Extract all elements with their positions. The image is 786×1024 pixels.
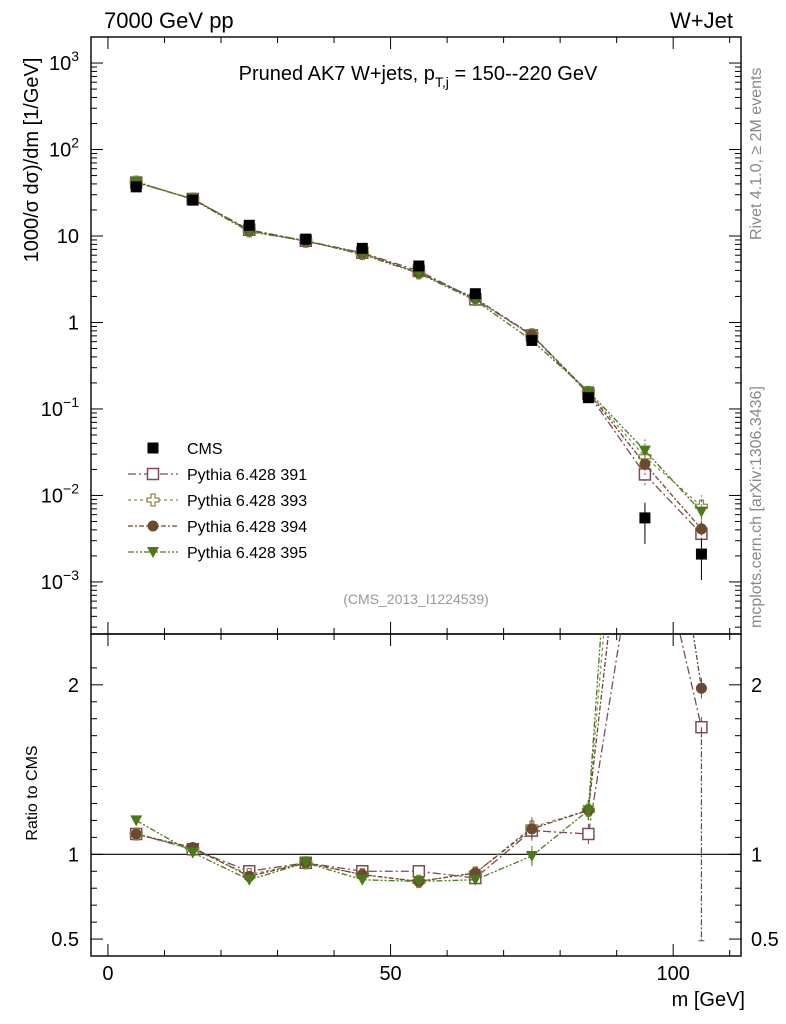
x-tick-label: 100: [656, 963, 689, 985]
data-point-cms: [130, 181, 142, 193]
ratio-line-p391: [136, 634, 703, 879]
ratio-point-p395: [582, 805, 595, 817]
data-point-cms: [243, 219, 255, 231]
ratio-tick-label: 1: [751, 844, 762, 866]
y-tick-label: 10: [57, 226, 79, 248]
ratio-point-p395: [299, 857, 312, 869]
ratio-point-p394: [526, 823, 538, 835]
legend-label-p393: Pythia 6.428 393: [187, 493, 307, 510]
ratio-tick-label: 0.5: [51, 929, 79, 951]
ratio-point-p395: [525, 851, 538, 863]
y-tick-label: 1: [68, 312, 79, 334]
x-axis-label: m [GeV]: [672, 989, 745, 1011]
data-point-cms: [413, 260, 425, 272]
main-panel-series: [129, 175, 709, 581]
legend-label-p394: Pythia 6.428 394: [187, 519, 307, 536]
data-point-cms: [187, 194, 199, 206]
ratio-point-p395: [469, 874, 482, 886]
legend-marker-p391: [146, 467, 160, 481]
ratio-panel-frame: [90, 633, 742, 957]
ratio-point-p393: [695, 408, 707, 420]
ratio-panel-series: [129, 2, 708, 942]
data-point-p395: [638, 445, 651, 457]
legend-marker-p393: [146, 493, 160, 507]
data-point-cms: [300, 233, 312, 245]
ratio-point-p395: [639, 2, 651, 13]
ratio-point-p393: [639, 153, 651, 165]
ratio-point-p395: [412, 876, 425, 888]
ratio-point-p394: [130, 828, 142, 840]
plot-title: Pruned AK7 W+jets, pT,j = 150--220 GeV: [239, 63, 598, 90]
data-point-cms: [695, 548, 707, 560]
analysis-id-label: (CMS_2013_I1224539): [343, 591, 489, 607]
data-point-p394: [695, 523, 707, 535]
header-beam-label: 7000 GeV pp: [104, 8, 234, 33]
legend-label-p395: Pythia 6.428 395: [187, 545, 307, 562]
ratio-point-p395: [186, 847, 199, 859]
y-axis-label-ratio: Ratio to CMS: [24, 745, 41, 840]
legend-label-p391: Pythia 6.428 391: [187, 467, 307, 484]
header-process-label: W+Jet: [670, 8, 733, 33]
ratio-tick-label: 0.5: [751, 929, 779, 951]
data-point-cms: [356, 242, 368, 254]
data-point-p395: [695, 506, 708, 518]
y-tick-label: 102: [49, 135, 79, 162]
ratio-point-p395: [130, 815, 143, 827]
data-point-cms: [526, 334, 538, 346]
y-tick-label: 10−2: [41, 480, 79, 507]
ratio-point-p391: [582, 827, 595, 841]
rivet-version-label: Rivet 4.1.0, ≥ 2M events: [748, 68, 765, 240]
ratio-point-p395: [356, 874, 369, 886]
data-point-p394: [639, 458, 651, 470]
x-tick-label: 50: [379, 963, 401, 985]
ratio-tick-label: 2: [751, 675, 762, 697]
data-point-cms: [582, 392, 594, 404]
ratio-point-p394: [639, 307, 650, 318]
series-line-p395: [136, 181, 702, 513]
ratio-tick-label: 1: [68, 844, 79, 866]
data-point-cms: [639, 512, 651, 524]
ratio-point-p394: [695, 682, 707, 694]
y-tick-label: 10−3: [41, 567, 79, 594]
legend: CMS Pythia 6.428 391 Pythia 6.428 393 Pythi…: [128, 441, 307, 562]
y-tick-label: 103: [49, 48, 79, 75]
y-tick-label: 10−1: [41, 394, 79, 421]
legend-marker-p394: [147, 520, 159, 532]
ratio-point-p395: [243, 874, 256, 886]
mcplots-label: mcplots.cern.ch [arXiv:1306.3436]: [748, 386, 765, 628]
data-point-cms: [469, 288, 481, 300]
data-point-p395: [582, 386, 595, 398]
ratio-tick-label: 2: [68, 675, 79, 697]
axis-ticks: 0 50 100 10−3 10−2 10−1 1 10 102 103 0.5 0.5 1 1 2 2: [41, 36, 779, 985]
legend-marker-p395: [147, 547, 159, 558]
x-tick-label: 0: [102, 963, 113, 985]
y-axis-label-main: 1000/σ dσ)/dm [1/GeV]: [21, 58, 43, 263]
legend-label-cms: CMS: [187, 441, 223, 458]
legend-marker-cms: [147, 442, 159, 454]
